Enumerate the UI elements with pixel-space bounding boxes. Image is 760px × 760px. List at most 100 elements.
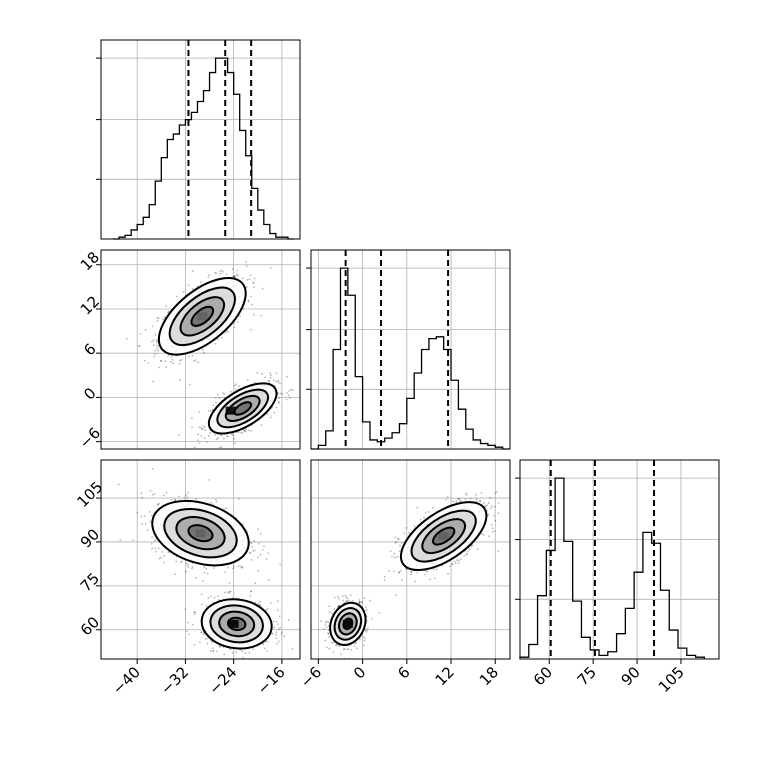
scatter-point (493, 515, 496, 517)
scatter-point (167, 354, 170, 357)
scatter-point (179, 362, 181, 365)
scatter-point (212, 650, 214, 652)
scatter-point (268, 380, 270, 382)
scatter-point (170, 498, 173, 501)
scatter-point (147, 362, 150, 364)
scatter-point (202, 633, 205, 636)
scatter-point (143, 359, 146, 362)
scatter-point (457, 562, 460, 564)
scatter-point (261, 287, 264, 290)
scatter-point (429, 578, 432, 581)
scatter-point (289, 396, 291, 399)
scatter-point (141, 496, 143, 499)
scatter-point (253, 313, 255, 316)
scatter-point (246, 379, 249, 382)
scatter-point (163, 561, 166, 564)
scatter-point (323, 628, 325, 630)
scatter-point (454, 562, 457, 564)
scatter-point (220, 269, 223, 272)
scatter-point (399, 569, 402, 572)
scatter-point (248, 278, 251, 281)
scatter-point (201, 579, 204, 582)
scatter-point (257, 542, 260, 545)
scatter-point (332, 651, 335, 654)
scatter-point (277, 623, 279, 625)
scatter-point (156, 320, 159, 322)
scatter-point (144, 328, 147, 331)
scatter-point (356, 647, 359, 650)
density-level-0-3 (188, 525, 213, 542)
contour-0-0 (151, 499, 250, 567)
scatter-point (191, 354, 194, 357)
scatter-point (446, 496, 449, 498)
scatter-point (199, 641, 201, 644)
scatter-point (359, 600, 361, 603)
scatter-point (211, 647, 214, 649)
scatter-point (200, 426, 202, 429)
scatter-point (331, 612, 333, 615)
scatter-point (233, 384, 236, 387)
scatter-point (221, 336, 223, 339)
contour-0-1 (410, 509, 477, 563)
scatter-point (253, 286, 256, 289)
scatter-point (378, 612, 381, 614)
scatter-point (275, 372, 278, 375)
scatter-point (158, 557, 161, 560)
scatter-point (187, 566, 190, 569)
scatter-point (146, 529, 149, 531)
scatter-point (455, 500, 458, 503)
scatter-point (320, 620, 323, 623)
scatter-point (204, 429, 207, 432)
scatter-point (125, 337, 128, 340)
scatter-point (191, 567, 193, 570)
scatter-point (435, 568, 438, 571)
scatter-point (363, 644, 365, 646)
scatter-point (235, 388, 237, 391)
scatter-point (424, 573, 426, 576)
scatter-point (216, 650, 218, 653)
scatter-point (226, 331, 229, 334)
scatter-point (253, 381, 256, 384)
scatter-point (394, 536, 397, 539)
scatter-point (181, 560, 183, 563)
scatter-point (167, 310, 170, 313)
scatter-point (257, 528, 259, 530)
scatter-point (215, 501, 218, 503)
hist-frame-1 (310, 249, 511, 450)
scatter-point (182, 290, 185, 293)
scatter-point (394, 594, 397, 597)
scatter-point (383, 579, 386, 582)
scatter-point (253, 277, 256, 280)
scatter-point (398, 550, 401, 553)
scatter-point (333, 596, 336, 599)
scatter-point (275, 406, 278, 409)
scatter-point (187, 284, 190, 287)
scatter-point (204, 437, 206, 439)
hist-panel-0 (96, 39, 301, 240)
scatter-point (201, 428, 204, 430)
scatter-point (363, 597, 366, 600)
scatter-point (193, 613, 196, 615)
scatter-point (241, 650, 244, 653)
scatter-point (179, 359, 182, 362)
scatter-point (267, 379, 270, 382)
scatter-point (368, 599, 371, 602)
scatter-point (225, 507, 228, 510)
scatter-point (209, 650, 212, 652)
scatter-point (222, 392, 224, 394)
scatter-point (325, 620, 328, 622)
scatter-point (216, 338, 219, 340)
scatter-point (447, 573, 449, 575)
scatter-point (226, 591, 229, 593)
scatter-point (343, 647, 346, 650)
scatter-point (186, 496, 189, 499)
scatter-point (460, 558, 462, 560)
contour-1-2 (338, 612, 358, 636)
scatter-point (236, 274, 239, 277)
hist-frame-0 (100, 39, 301, 240)
scatter-point (119, 539, 122, 542)
scatter-point (163, 554, 165, 557)
scatter-point (476, 548, 479, 551)
contour-1-1 (216, 388, 270, 429)
scatter-point (140, 492, 143, 495)
